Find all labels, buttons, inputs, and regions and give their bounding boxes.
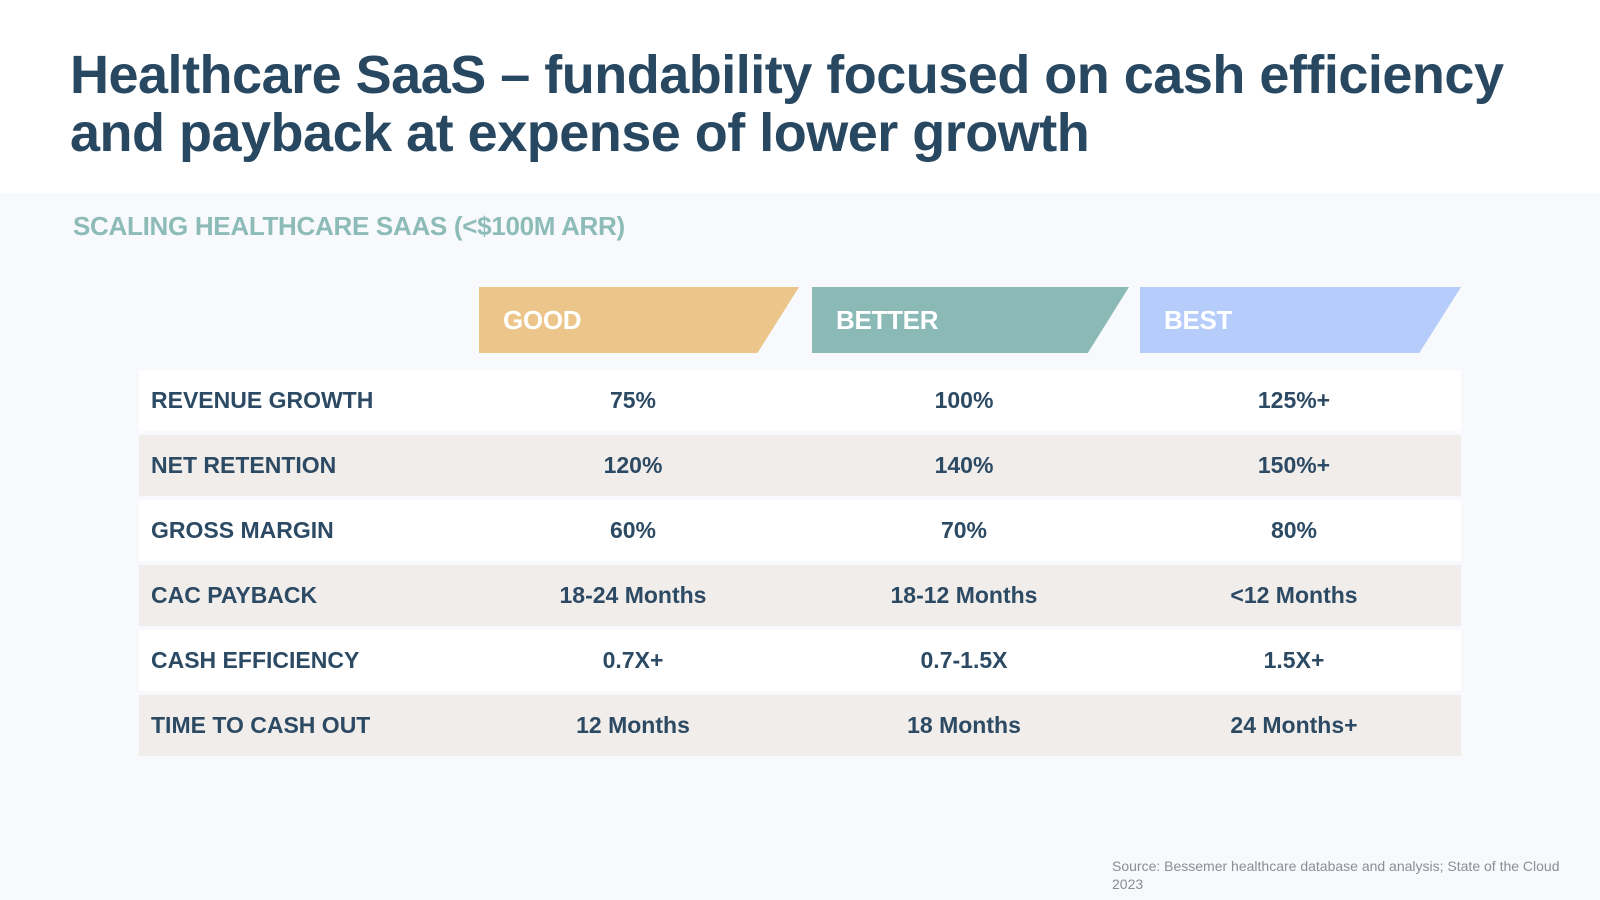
source-note: Source: Bessemer healthcare database and… <box>1112 858 1560 892</box>
cell-best: 80% <box>1270 517 1318 543</box>
table-row: NET RETENTION 120% 140% 150%+ <box>139 435 1461 496</box>
cell-best: 150%+ <box>1257 452 1331 478</box>
row-label: CASH EFFICIENCY <box>151 647 360 673</box>
cell-better: 100% <box>934 387 994 413</box>
cell-best: <12 Months <box>1230 582 1358 608</box>
cell-good: 60% <box>609 517 657 543</box>
cell-better: 0.7-1.5X <box>920 647 1008 673</box>
cell-better: 140% <box>934 452 994 478</box>
tier-header-better: BETTER <box>812 287 1129 353</box>
cell-better: 18-12 Months <box>890 582 1038 608</box>
table-row: REVENUE GROWTH 75% 100% 125%+ <box>139 370 1461 431</box>
cell-best: 125%+ <box>1257 387 1331 413</box>
cell-better: 18 Months <box>907 712 1021 738</box>
row-label: GROSS MARGIN <box>151 517 334 543</box>
table-row: TIME TO CASH OUT 12 Months 18 Months 24 … <box>139 695 1461 756</box>
table-row: GROSS MARGIN 60% 70% 80% <box>139 500 1461 561</box>
page-title: Healthcare SaaS – fundability focused on… <box>70 45 1504 163</box>
cell-good: 12 Months <box>576 712 690 738</box>
table-row: CAC PAYBACK 18-24 Months 18-12 Months <1… <box>139 565 1461 626</box>
tier-header-good: GOOD <box>479 287 799 353</box>
tier-header-best: BEST <box>1140 287 1461 353</box>
cell-good: 75% <box>609 387 657 413</box>
cell-best: 24 Months+ <box>1230 712 1358 738</box>
cell-better: 70% <box>940 517 988 543</box>
row-label: NET RETENTION <box>151 452 337 478</box>
benchmark-table: REVENUE GROWTH 75% 100% 125%+ NET RETENT… <box>139 370 1461 760</box>
row-label: CAC PAYBACK <box>151 582 318 608</box>
cell-good: 18-24 Months <box>559 582 707 608</box>
section-subtitle: SCALING HEALTHCARE SAAS (<$100M ARR) <box>73 211 625 241</box>
table-row: CASH EFFICIENCY 0.7X+ 0.7-1.5X 1.5X+ <box>139 630 1461 691</box>
cell-good: 120% <box>603 452 663 478</box>
row-label: TIME TO CASH OUT <box>151 712 371 738</box>
cell-best: 1.5X+ <box>1263 647 1325 673</box>
row-label: REVENUE GROWTH <box>151 387 374 413</box>
cell-good: 0.7X+ <box>602 647 664 673</box>
header-band: Healthcare SaaS – fundability focused on… <box>0 0 1600 193</box>
